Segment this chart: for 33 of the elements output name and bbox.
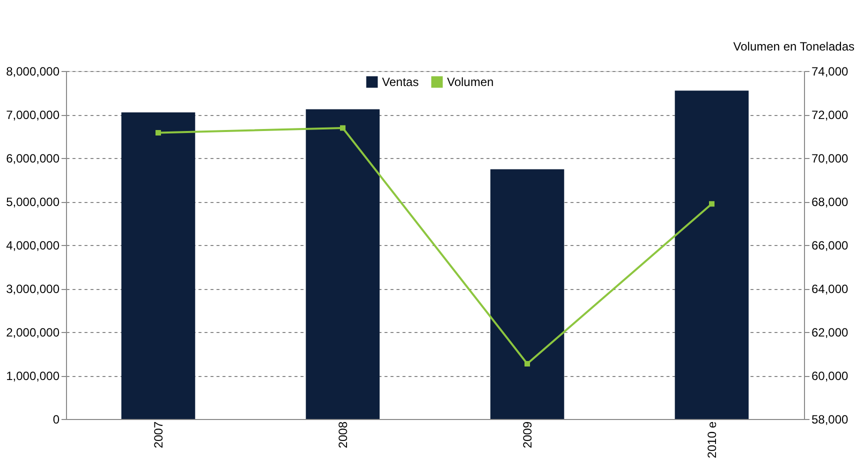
- y-tick-label: 1,000,000: [6, 369, 60, 383]
- y-tick-label: 0: [52, 412, 60, 426]
- x-tick-label: 2007: [151, 421, 166, 448]
- x-tick-label: 2010 e: [704, 421, 719, 458]
- bar: [490, 169, 564, 419]
- y2-tick-label: 72,000: [812, 108, 849, 122]
- y2-tick-label: 62,000: [812, 326, 849, 340]
- legend-label: Volumen: [447, 75, 494, 89]
- y-tick-label: 4,000,000: [6, 238, 60, 252]
- y2-tick-label: 58,000: [812, 412, 849, 426]
- legend-label: Ventas: [382, 75, 419, 89]
- x-tick-label: 2009: [520, 421, 534, 448]
- y-tick-label: 8,000,000: [6, 64, 60, 78]
- y2-tick-label: 60,000: [812, 369, 849, 383]
- bar: [306, 109, 380, 419]
- y-tick-label: 2,000,000: [6, 326, 60, 340]
- x-tick-label: 2008: [336, 421, 350, 448]
- y2-tick-label: 66,000: [812, 238, 849, 252]
- point: [524, 361, 530, 366]
- y-tick-label: 5,000,000: [6, 195, 60, 209]
- y-tick-label: 6,000,000: [6, 152, 60, 166]
- bar: [121, 112, 196, 419]
- y2-tick-label: 70,000: [812, 152, 849, 166]
- y-tick-label: 3,000,000: [6, 282, 60, 296]
- point: [709, 201, 714, 207]
- point: [340, 125, 346, 131]
- bar: [674, 90, 749, 419]
- y-tick-label: 7,000,000: [6, 108, 60, 122]
- y2-tick-label: 64,000: [812, 282, 849, 296]
- point: [156, 130, 161, 136]
- y2-axis-title: Volumen en Toneladas: [733, 40, 854, 54]
- y2-tick-label: 74,000: [812, 64, 849, 78]
- y2-tick-label: 68,000: [812, 195, 849, 209]
